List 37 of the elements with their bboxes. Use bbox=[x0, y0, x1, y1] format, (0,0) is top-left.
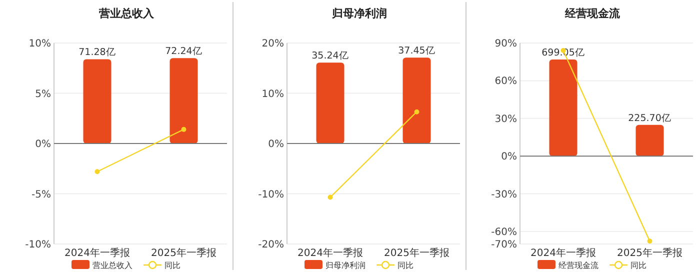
y-tick-label: 30% bbox=[494, 114, 517, 125]
y-tick-label: 0% bbox=[268, 139, 284, 150]
legend-label: 同比 bbox=[164, 261, 180, 270]
y-tick-label: 10% bbox=[262, 88, 284, 100]
y-tick-label: -10% bbox=[258, 189, 284, 200]
y-tick-label: -70% bbox=[491, 240, 517, 250]
y-tick-label: -30% bbox=[491, 189, 517, 200]
legend-label: 营业总收入 bbox=[92, 261, 132, 270]
chart-title: 营业总收入 bbox=[98, 7, 155, 20]
legend-label: 同比 bbox=[630, 261, 646, 270]
y-tick-label: 60% bbox=[494, 76, 517, 88]
x-tick-label: 2025年一季报 bbox=[384, 247, 450, 259]
legend-label: 归母净利润 bbox=[326, 261, 366, 270]
x-tick-label: 2025年一季报 bbox=[151, 247, 216, 259]
y-tick-label: 90% bbox=[494, 38, 517, 50]
chart-title: 经营现金流 bbox=[564, 7, 621, 20]
x-tick-label: 2025年一季报 bbox=[617, 247, 682, 259]
data-label: 225.70亿 bbox=[628, 112, 672, 124]
legend-label: 经营现金流 bbox=[558, 261, 598, 270]
y-tick-label: -60% bbox=[491, 226, 517, 238]
data-label: 35.24亿 bbox=[312, 50, 349, 62]
y-tick-label: 20% bbox=[262, 38, 284, 50]
y-tick-label: -5% bbox=[32, 189, 51, 200]
data-label: 37.45亿 bbox=[398, 46, 436, 57]
x-tick-label: 2024年一季报 bbox=[530, 247, 596, 259]
y-tick-label: 0% bbox=[35, 139, 51, 150]
legend-label: 同比 bbox=[398, 261, 414, 270]
y-tick-label: 10% bbox=[28, 38, 51, 50]
y-tick-label: -10% bbox=[25, 240, 51, 250]
data-label: 72.24亿 bbox=[165, 46, 202, 58]
chart-title: 归母净利润 bbox=[331, 7, 387, 20]
x-tick-label: 2024年一季报 bbox=[64, 247, 130, 259]
y-tick-label: -20% bbox=[258, 240, 284, 250]
data-label: 71.28亿 bbox=[78, 47, 116, 58]
x-tick-label: 2024年一季报 bbox=[298, 247, 363, 259]
y-tick-label: 5% bbox=[35, 88, 51, 100]
y-tick-label: 0% bbox=[501, 152, 517, 163]
